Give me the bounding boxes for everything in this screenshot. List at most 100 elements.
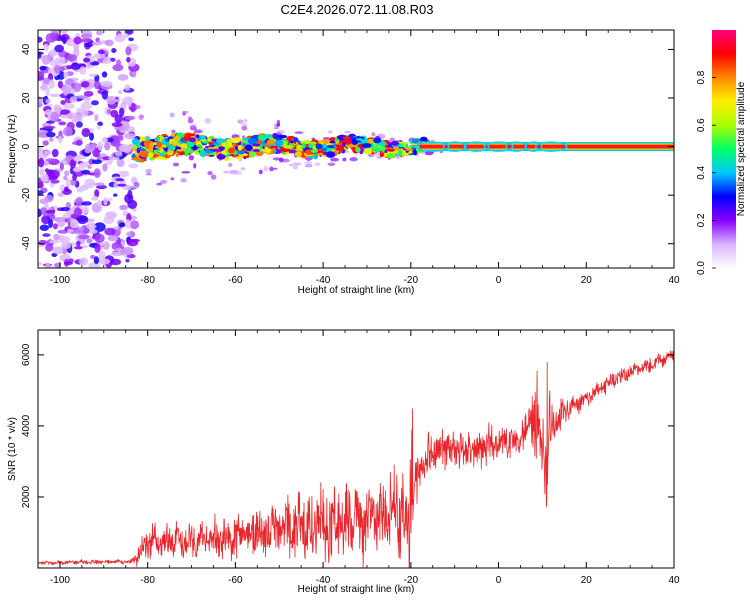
noise-blob xyxy=(38,262,43,266)
scatter-blob xyxy=(342,157,347,162)
noise-blob xyxy=(72,173,77,181)
scatter-blob xyxy=(273,127,279,130)
band-blob xyxy=(257,140,263,145)
noise-blob xyxy=(80,33,93,40)
noise-blob xyxy=(69,96,78,103)
band-blob xyxy=(143,158,147,162)
scatter-blob xyxy=(156,182,163,186)
snr-x-tick-label: -20 xyxy=(404,575,419,586)
noise-blob xyxy=(125,258,130,263)
noise-blob xyxy=(81,127,91,138)
band-blob xyxy=(369,146,380,149)
band-blob xyxy=(161,138,166,145)
noise-blob xyxy=(90,254,96,260)
band-blob xyxy=(387,148,396,152)
scatter-blob xyxy=(210,174,217,180)
colorbar-tick-label: 0.2 xyxy=(696,213,707,227)
scatter-blob xyxy=(240,166,246,171)
spectrogram-x-tick-label: -40 xyxy=(316,275,331,286)
noise-blob xyxy=(76,186,85,193)
band-blob xyxy=(264,134,273,138)
band-blob xyxy=(342,136,352,140)
noise-blob xyxy=(44,109,53,116)
noise-blob xyxy=(75,196,84,207)
signal-line-bulge xyxy=(534,141,568,152)
snr-series-line xyxy=(38,350,674,568)
scatter-blob xyxy=(160,179,168,184)
noise-blob xyxy=(51,148,59,158)
snr-background xyxy=(38,330,674,568)
band-blob xyxy=(296,144,301,151)
band-blob xyxy=(248,151,255,158)
noise-blob xyxy=(48,79,55,89)
band-blob xyxy=(386,152,397,159)
snr-ticks: -100 -80 -60 -40 -20 0 20 40 2000 4000 6000 xyxy=(21,330,680,586)
band-blob xyxy=(166,150,174,156)
noise-blob xyxy=(64,78,75,86)
band-blob xyxy=(322,138,330,145)
noise-blob xyxy=(40,173,49,183)
noise-blob xyxy=(128,37,134,42)
spectrogram-x-tick-label: 0 xyxy=(496,275,502,286)
band-blob xyxy=(301,142,306,149)
noise-blob xyxy=(91,159,103,165)
band-blob xyxy=(187,133,196,137)
band-blob xyxy=(170,141,180,146)
scatter-blob xyxy=(276,119,281,126)
noise-blob xyxy=(73,167,79,172)
snr-x-tick-label: -40 xyxy=(316,575,331,586)
noise-blob xyxy=(95,37,100,43)
band-blob xyxy=(363,147,373,155)
noise-blob xyxy=(81,201,92,206)
snr-x-label: Height of straight line (km) xyxy=(298,584,415,595)
noise-blob xyxy=(73,207,82,217)
noise-blob xyxy=(49,93,60,97)
noise-blob xyxy=(43,125,56,130)
band-blob xyxy=(131,138,139,145)
scatter-blob xyxy=(204,117,212,124)
noise-blob xyxy=(38,51,42,59)
noise-blob xyxy=(98,49,105,55)
colorbar-bar xyxy=(712,30,736,268)
noise-blob xyxy=(52,246,64,255)
snr-frame xyxy=(37,329,675,569)
band-blob xyxy=(294,151,302,157)
noise-blob xyxy=(45,98,51,104)
noise-blob xyxy=(126,56,131,63)
scatter-blob xyxy=(241,126,248,131)
scatter-blob xyxy=(292,162,302,166)
noise-blob xyxy=(43,160,50,166)
noise-blob xyxy=(48,49,57,57)
noise-blob xyxy=(73,155,82,162)
band-blob xyxy=(317,152,324,156)
band-blob xyxy=(397,149,403,156)
noise-blob xyxy=(39,198,49,205)
spectrogram-y-label: Frequency (Hz) xyxy=(7,115,18,184)
noise-blob xyxy=(72,228,83,234)
scatter-blob xyxy=(303,161,313,164)
noise-blob xyxy=(48,239,60,244)
band-blob xyxy=(321,143,328,149)
noise-blob xyxy=(79,66,87,75)
noise-blob xyxy=(119,204,128,211)
scatter-blob xyxy=(272,167,278,170)
scatter-blob xyxy=(327,162,336,166)
spectrogram-x-tick-label: -20 xyxy=(404,275,419,286)
figure-title: C2E4.2026.072.11.08.R03 xyxy=(281,2,434,17)
spectrogram-x-tick-label: -80 xyxy=(140,275,155,286)
scatter-blob xyxy=(145,168,152,174)
noise-blob xyxy=(102,136,108,144)
noise-blob xyxy=(114,150,123,157)
noise-blob xyxy=(57,80,63,89)
noise-blob xyxy=(96,185,108,190)
noise-blob xyxy=(93,53,106,59)
noise-blob xyxy=(118,90,123,95)
band-blob xyxy=(147,152,154,159)
noise-blob xyxy=(83,57,91,63)
noise-blob xyxy=(119,107,125,117)
signal-line-bulge xyxy=(442,141,467,152)
scatter-blob xyxy=(180,178,187,183)
noise-blob xyxy=(118,222,126,228)
noise-blob xyxy=(125,219,132,229)
band-blob xyxy=(326,144,334,149)
